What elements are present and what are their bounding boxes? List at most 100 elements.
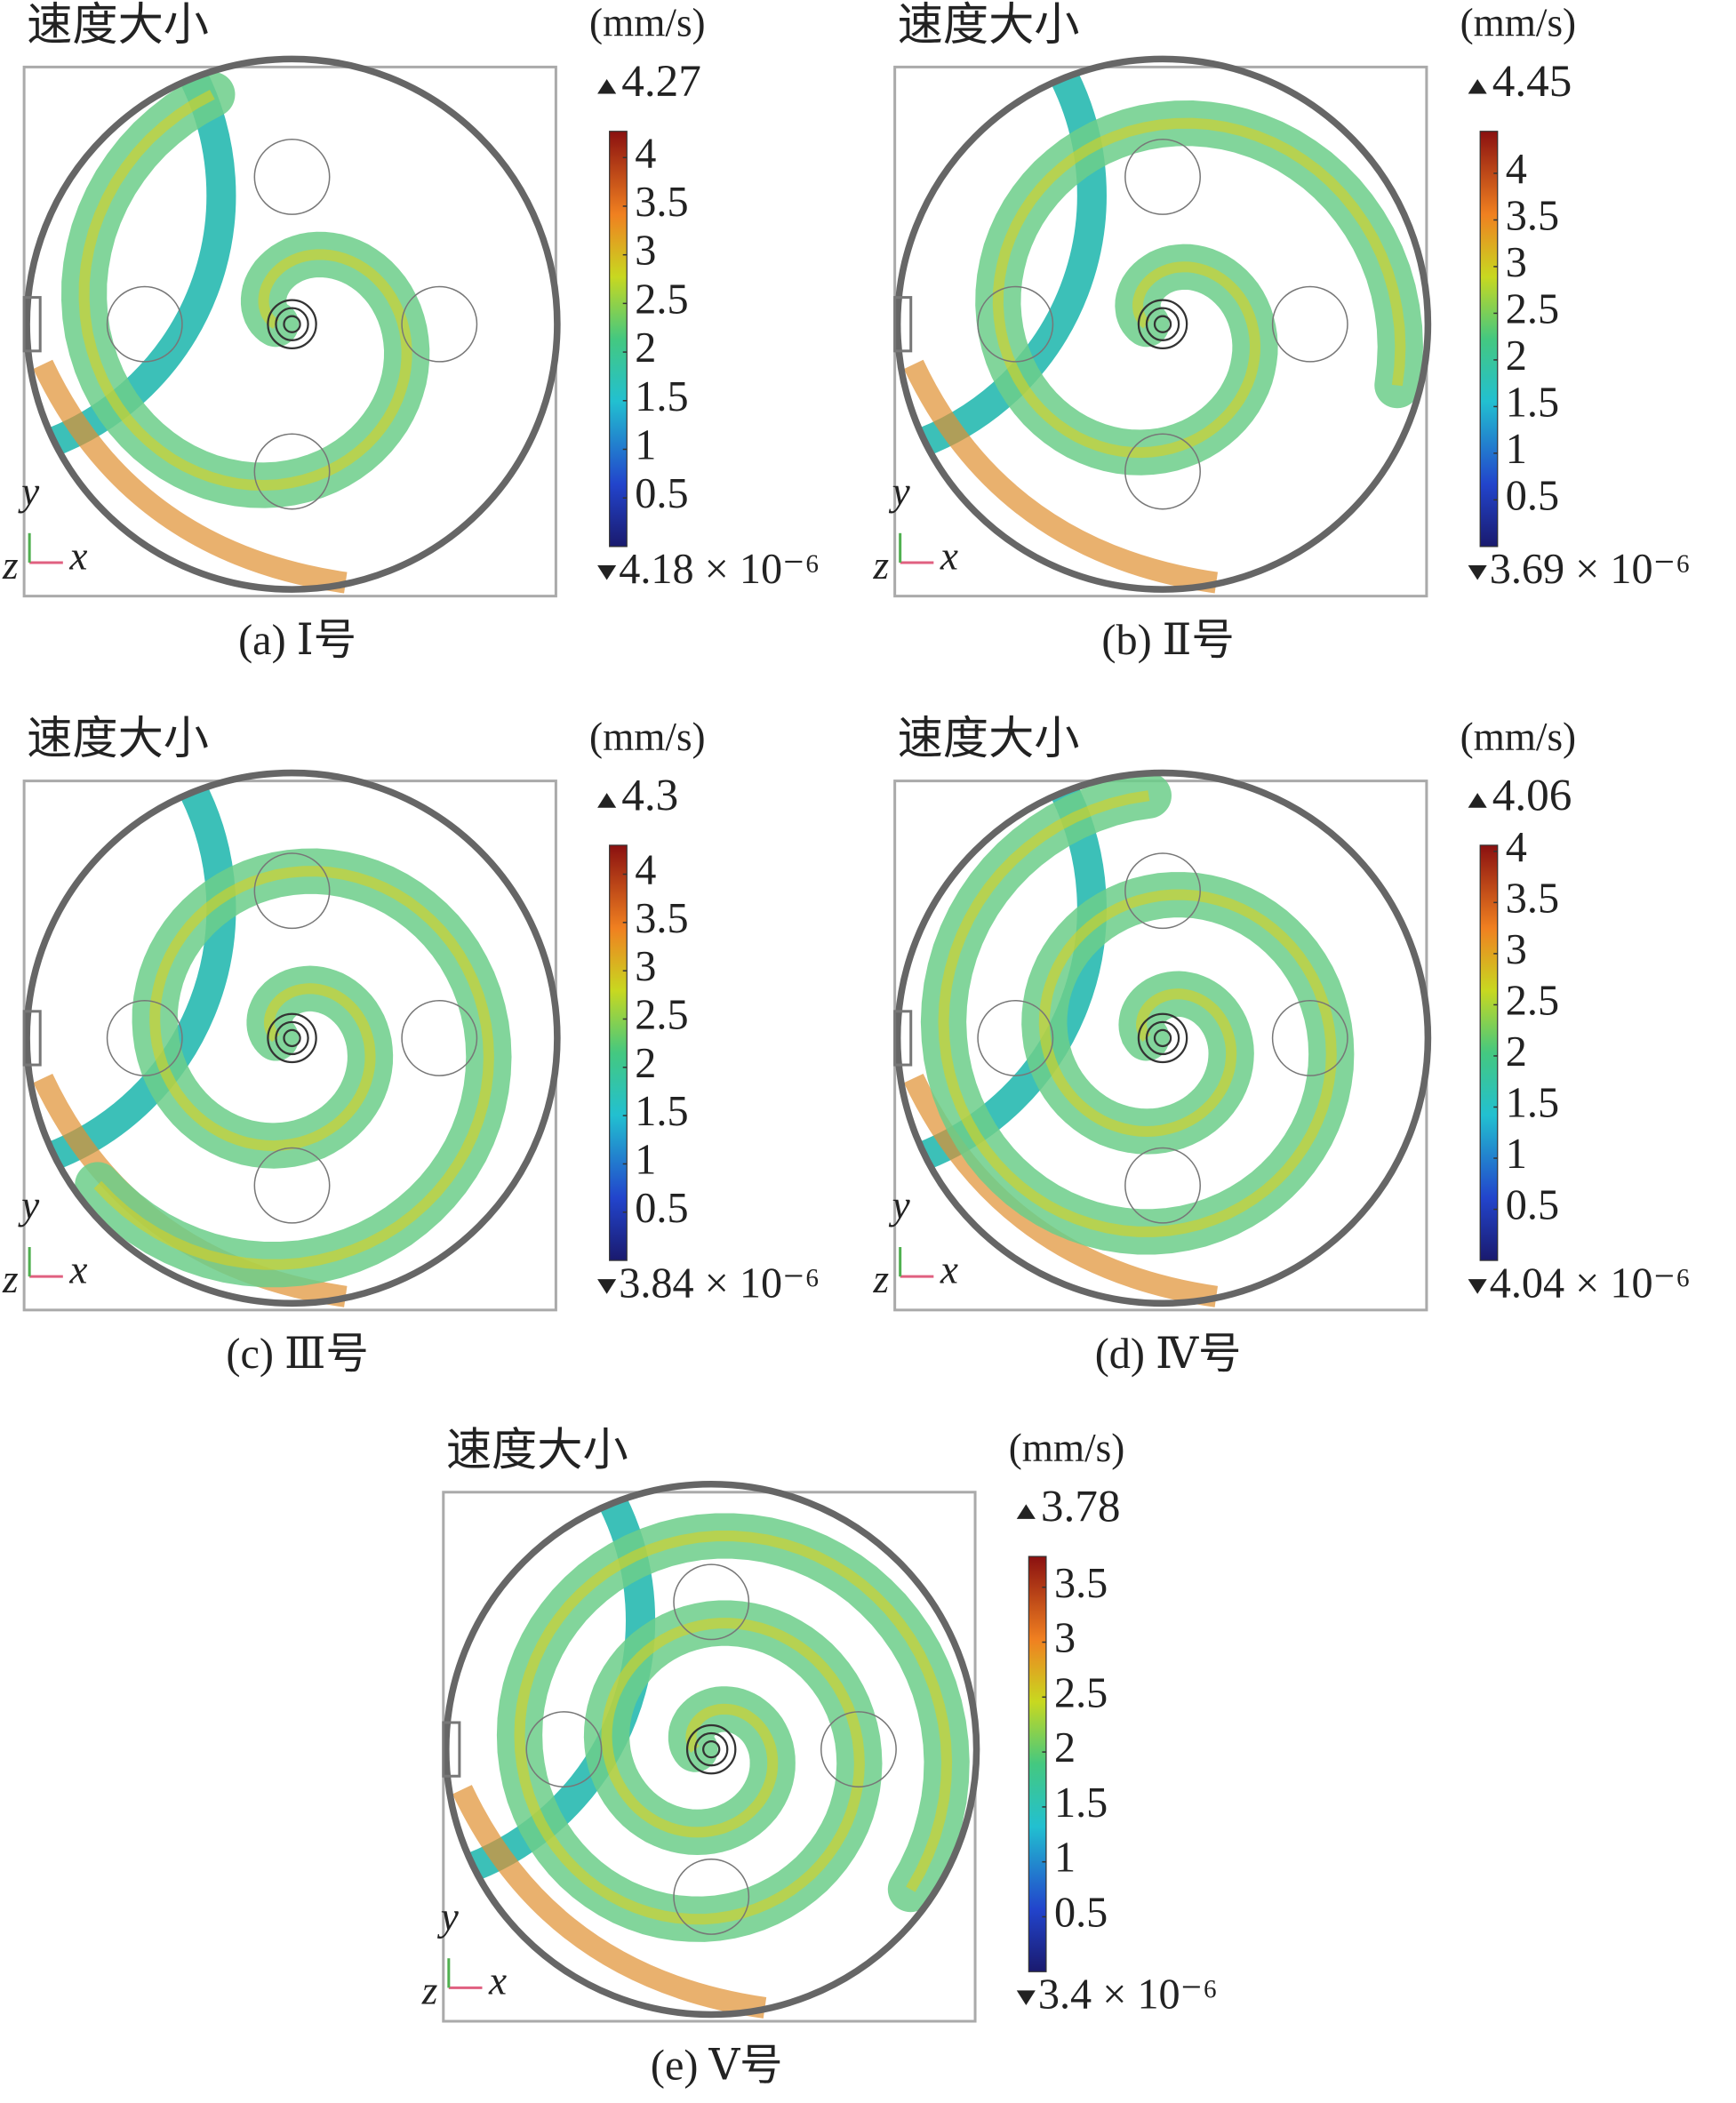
axis-label: z (873, 1257, 890, 1301)
panel-title: 速度大小 (898, 0, 1080, 51)
panel-title: 速度大小 (898, 714, 1080, 764)
tick-label: 1 (635, 422, 656, 469)
tick-label: 0.5 (1506, 1182, 1559, 1229)
axis-label: y (889, 469, 911, 514)
tick-label: 0.5 (635, 1185, 688, 1232)
tick-label: 1 (1054, 1835, 1076, 1882)
flow-field (992, 117, 1406, 459)
tick-label: 1.5 (635, 1088, 688, 1135)
inlet (22, 1010, 42, 1067)
tick-label: 2.5 (1054, 1669, 1108, 1716)
guide-circle (253, 852, 331, 930)
max-label: 3.78 (1041, 1482, 1121, 1532)
housing (23, 55, 561, 593)
tick-label: 2 (635, 324, 656, 372)
colorbar (1479, 844, 1499, 1261)
flow-field (938, 790, 1337, 1237)
panel-title: 速度大小 (27, 714, 209, 764)
max-marker (1468, 793, 1487, 808)
flow-field (93, 866, 494, 1270)
min-label: 3.84 × 10⁻⁶ (619, 1259, 820, 1307)
tick-label: 1.5 (635, 373, 688, 420)
hub (702, 1739, 721, 1759)
tick-label: 0.5 (1506, 472, 1559, 519)
hub (267, 299, 317, 349)
flow-field (903, 359, 1219, 594)
housing (893, 55, 1432, 593)
guide-circle (253, 433, 331, 510)
guide-circle (1124, 139, 1201, 215)
tick-label: 3.5 (635, 179, 688, 226)
housing (443, 1480, 980, 2019)
flow-field (78, 89, 412, 492)
min-marker (1016, 1990, 1036, 2005)
guide-circle (977, 999, 1054, 1076)
axis-label: x (68, 533, 87, 578)
caption: (d) Ⅳ号 (1095, 1331, 1242, 1378)
tick-label: 3 (1506, 926, 1527, 973)
tick-label: 1 (1506, 426, 1527, 473)
colorbar (1479, 131, 1499, 548)
tick-label: 3.5 (1506, 875, 1559, 922)
tick-label: 1.5 (1054, 1779, 1108, 1827)
tick-label: 3 (635, 943, 656, 990)
housing (23, 769, 561, 1307)
unit-label: (mm/s) (1009, 1426, 1125, 1470)
axis-label: z (2, 1257, 19, 1301)
guide-circle (401, 999, 478, 1076)
guide-circle (106, 999, 183, 1076)
hub (1153, 1028, 1172, 1048)
hub (1153, 315, 1172, 333)
colorbar (609, 131, 628, 548)
tick-label: 2.5 (635, 992, 688, 1039)
guide-circle (253, 139, 331, 215)
guide-circle (1124, 852, 1201, 930)
unit-label: (mm/s) (1460, 715, 1577, 759)
flow-field (48, 785, 236, 1170)
hub (283, 315, 301, 333)
axis-label: z (421, 1968, 438, 2012)
unit-label: (mm/s) (589, 1, 706, 45)
max-label: 4.27 (621, 56, 701, 107)
tick-label: 3.5 (1506, 193, 1559, 240)
axis-label: y (889, 1183, 911, 1227)
tick-label: 1.5 (1506, 1080, 1559, 1127)
hub (1145, 307, 1180, 341)
tick-label: 1 (635, 1137, 656, 1184)
hub (693, 1731, 729, 1767)
caption: (b) Ⅱ号 (1101, 617, 1234, 664)
unit-label: (mm/s) (1460, 1, 1577, 45)
inlet (893, 1010, 913, 1067)
panel-title: 速度大小 (27, 0, 209, 51)
hub (275, 1020, 309, 1056)
tick-label: 4 (635, 130, 656, 177)
guide-circle (253, 1147, 331, 1224)
colorbar (1028, 1555, 1047, 1972)
max-marker (1016, 1504, 1036, 1519)
axis-label: z (873, 543, 890, 588)
tick-label: 4 (1506, 146, 1527, 193)
guide-circle (673, 1563, 750, 1641)
tick-label: 2 (1506, 332, 1527, 380)
tick-label: 2 (1506, 1028, 1527, 1075)
min-marker (597, 1279, 617, 1294)
min-marker (1468, 1279, 1487, 1294)
tick-label: 2 (1054, 1724, 1076, 1771)
max-marker (1468, 78, 1487, 94)
colorbar (609, 844, 628, 1261)
tick-label: 0.5 (635, 470, 688, 517)
max-marker (597, 78, 617, 94)
tick-label: 2 (635, 1040, 656, 1087)
max-label: 4.3 (621, 770, 678, 820)
hub (1137, 1012, 1188, 1064)
hub (685, 1723, 737, 1775)
tick-label: 2.5 (635, 276, 688, 323)
panel-title: 速度大小 (446, 1425, 628, 1475)
axis-label: y (437, 1894, 460, 1939)
guide-circle (525, 1711, 603, 1788)
min-label: 4.04 × 10⁻⁶ (1490, 1259, 1691, 1307)
tick-label: 3.5 (1054, 1560, 1108, 1607)
guide-circle (1271, 285, 1348, 363)
axis-label: y (18, 1183, 40, 1227)
min-marker (1468, 564, 1487, 580)
